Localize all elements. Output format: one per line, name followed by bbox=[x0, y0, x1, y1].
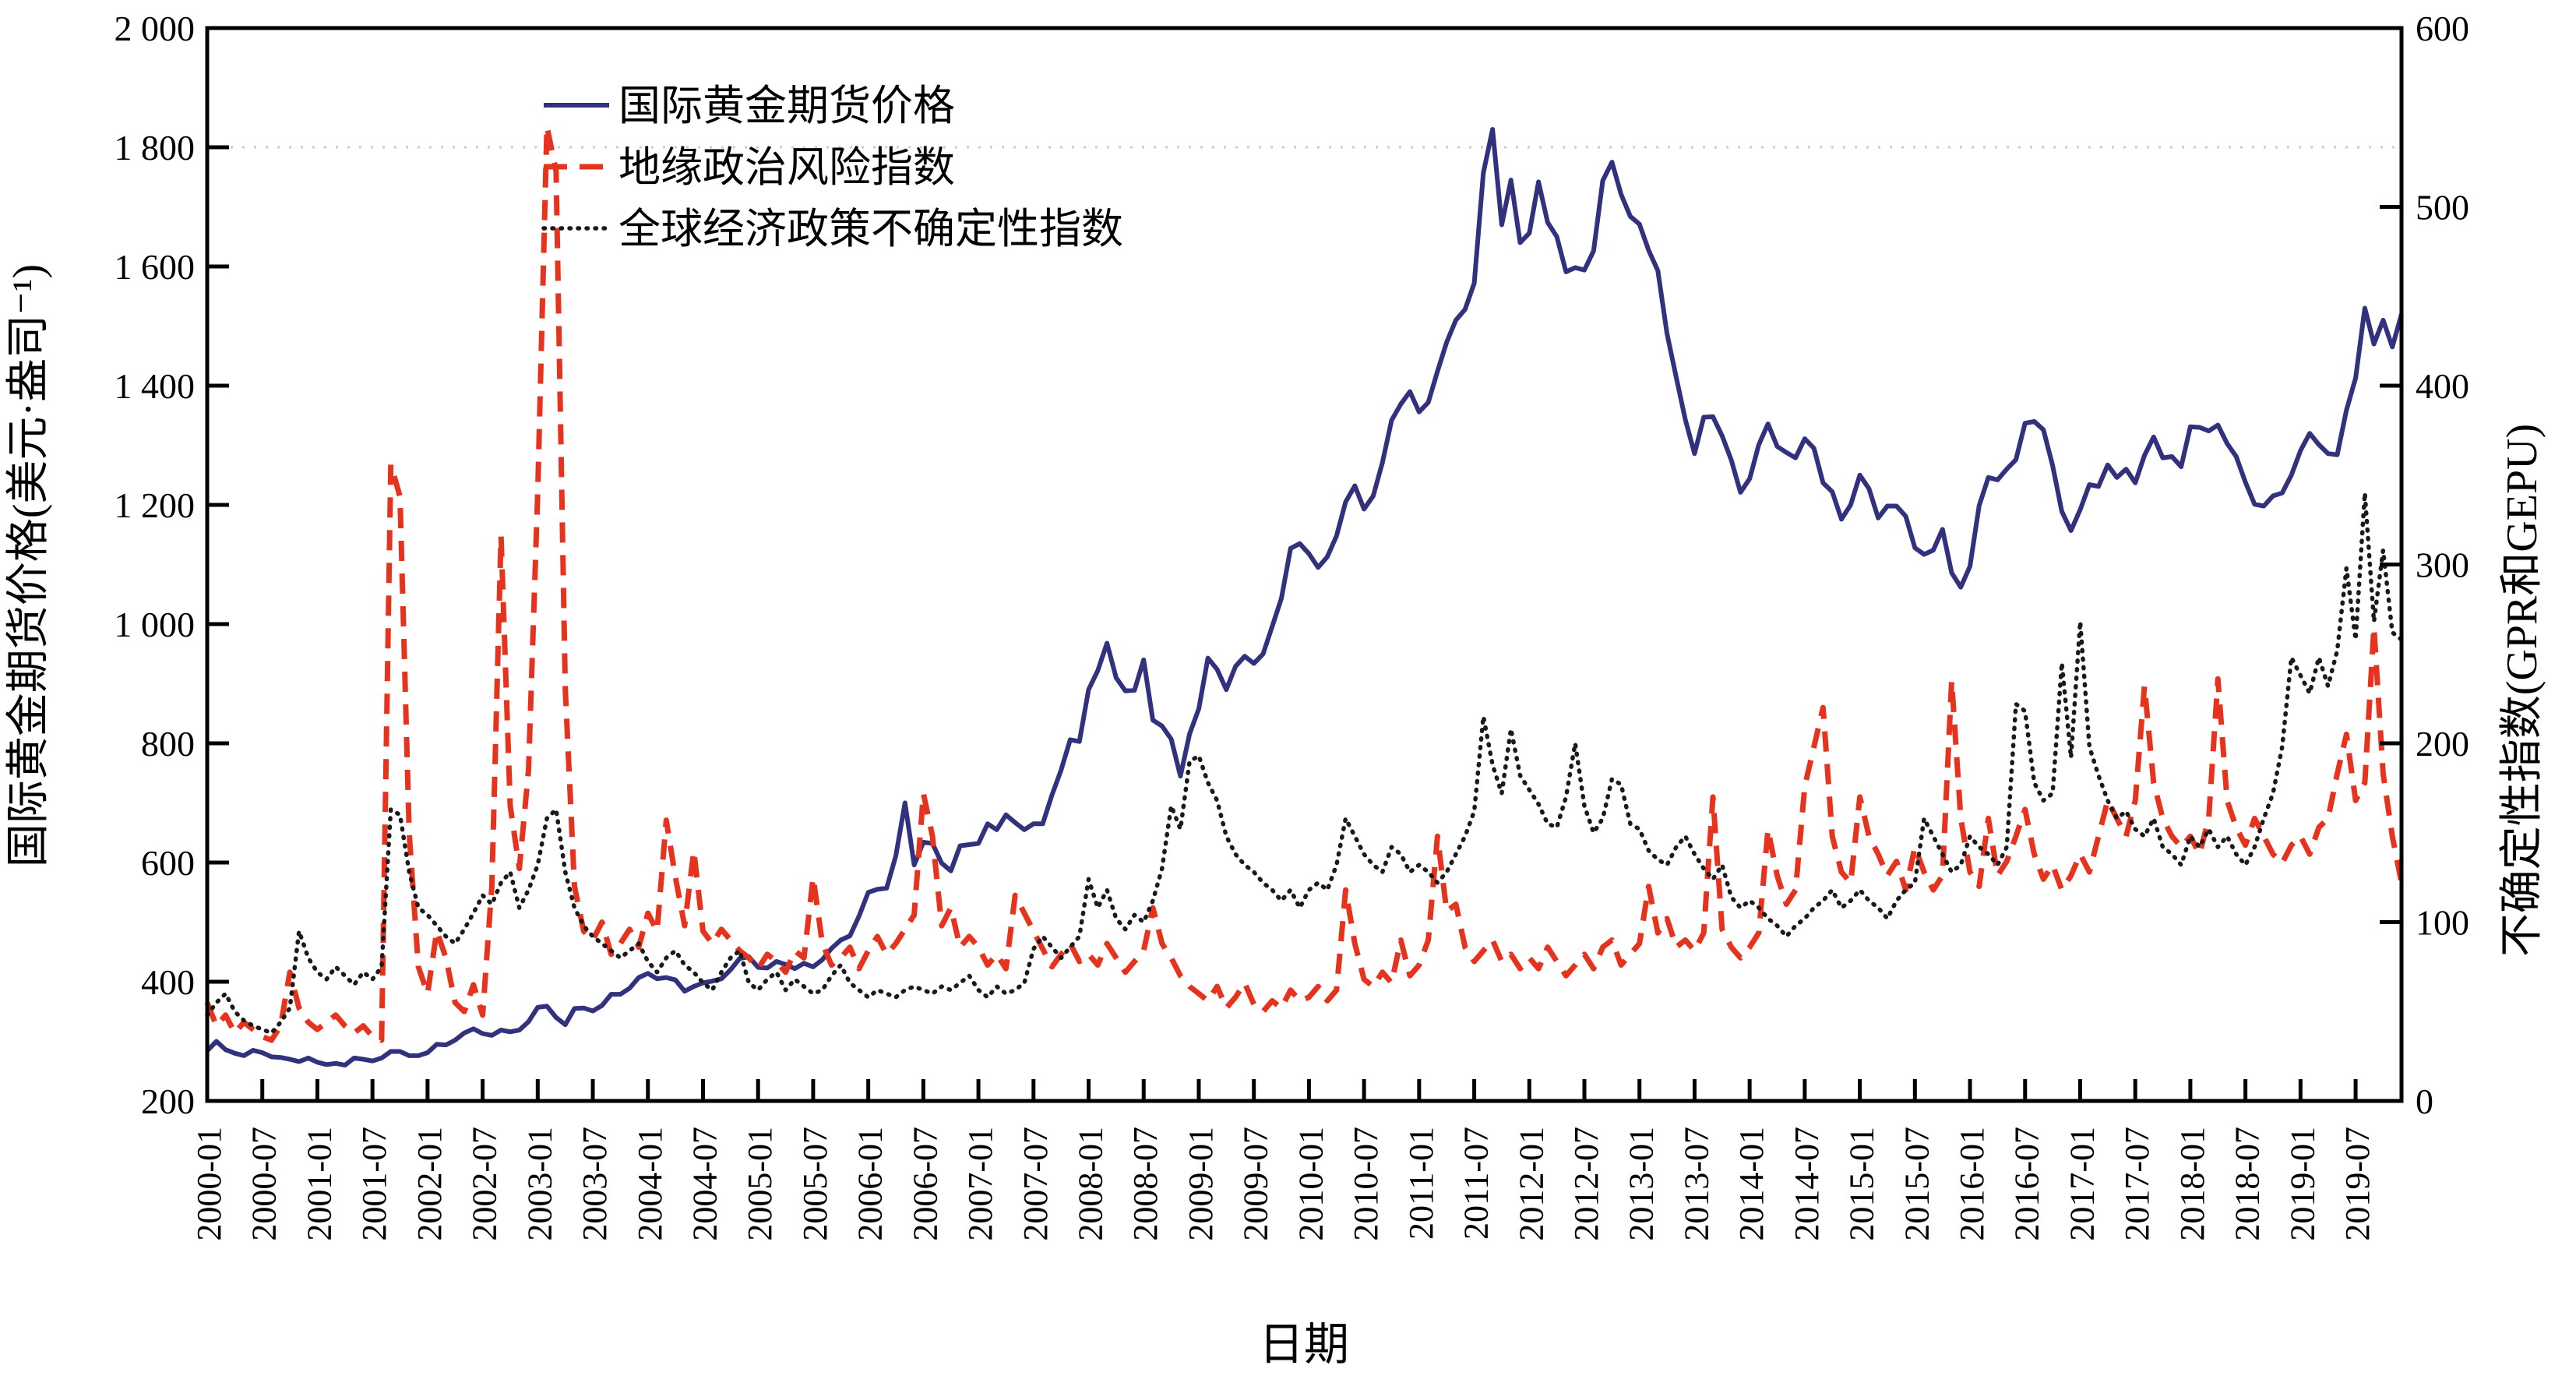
legend-item-2: 全球经济政策不确定性指数 bbox=[541, 206, 1123, 252]
right-tick-label: 0 bbox=[2416, 1081, 2433, 1121]
left-tick-label: 1 600 bbox=[115, 247, 196, 287]
x-tick-label: 2010-01 bbox=[1292, 1127, 1330, 1241]
y-axis-title-left: 国际黄金期货价格(美元·盎司⁻¹) bbox=[5, 264, 53, 867]
x-tick-label: 2000-07 bbox=[245, 1127, 284, 1241]
x-tick-label: 2017-01 bbox=[2063, 1127, 2101, 1241]
x-tick-label: 2001-01 bbox=[300, 1127, 338, 1241]
x-tick-label: 2012-01 bbox=[1512, 1127, 1550, 1241]
x-tick-label: 2006-07 bbox=[906, 1127, 944, 1241]
right-tick-label: 400 bbox=[2416, 366, 2469, 406]
left-tick-label: 200 bbox=[141, 1081, 195, 1121]
x-tick-label: 2003-07 bbox=[576, 1127, 614, 1241]
data-series bbox=[204, 123, 2405, 1068]
x-tick-label: 2002-07 bbox=[466, 1127, 504, 1241]
x-tick-label: 2009-07 bbox=[1237, 1127, 1275, 1241]
x-tick-label: 2014-07 bbox=[1788, 1127, 1826, 1241]
legend-item-0: 国际黄金期货价格 bbox=[544, 83, 955, 129]
series-line-2 bbox=[205, 490, 2404, 1035]
legend-label-2: 全球经济政策不确定性指数 bbox=[618, 206, 1123, 252]
x-tick-label: 2016-01 bbox=[1953, 1127, 1991, 1241]
legend-label-1: 地缘政治风险指数 bbox=[618, 144, 955, 191]
x-tick-label: 2007-07 bbox=[1017, 1127, 1055, 1241]
x-tick-label: 2019-01 bbox=[2283, 1127, 2321, 1241]
y-axis-title-right: 不确定性指数(GPR和GEPU) bbox=[2498, 424, 2546, 957]
x-tick-label: 2012-07 bbox=[1567, 1127, 1605, 1241]
x-tick-label: 2011-07 bbox=[1457, 1127, 1496, 1240]
x-tick-label: 2018-01 bbox=[2173, 1127, 2211, 1241]
x-tick-label: 2013-01 bbox=[1623, 1127, 1661, 1241]
left-tick-label: 600 bbox=[141, 843, 195, 883]
left-tick-label: 1 400 bbox=[115, 366, 196, 406]
x-tick-label: 2013-07 bbox=[1677, 1127, 1715, 1241]
axis-ticks bbox=[205, 26, 2402, 1103]
x-tick-label: 2002-01 bbox=[411, 1127, 449, 1241]
axis-tick-labels: 2 000 1 800 1 600 1 400 1 200 1 000 800 600 400 2… bbox=[115, 9, 2470, 1241]
x-tick-label: 2016-07 bbox=[2008, 1127, 2046, 1241]
x-tick-label: 2005-01 bbox=[741, 1127, 779, 1241]
x-tick-label: 2019-07 bbox=[2338, 1127, 2377, 1241]
x-tick-label: 2015-07 bbox=[1898, 1127, 1936, 1241]
x-tick-label: 2009-01 bbox=[1182, 1127, 1220, 1241]
left-tick-label: 800 bbox=[141, 724, 195, 764]
right-tick-label: 500 bbox=[2416, 188, 2469, 228]
right-tick-label: 100 bbox=[2416, 903, 2469, 943]
series-line-1 bbox=[204, 123, 2405, 1043]
x-tick-label: 2001-07 bbox=[355, 1127, 393, 1241]
left-tick-label: 2 000 bbox=[115, 9, 196, 48]
x-tick-label: 2015-01 bbox=[1843, 1127, 1881, 1241]
x-tick-label: 2010-07 bbox=[1347, 1127, 1385, 1241]
x-tick-label: 2008-07 bbox=[1126, 1127, 1165, 1241]
right-tick-label: 300 bbox=[2416, 545, 2469, 585]
x-tick-label: 2011-01 bbox=[1402, 1127, 1440, 1240]
left-tick-label: 1 200 bbox=[115, 485, 196, 525]
right-tick-label: 200 bbox=[2416, 724, 2469, 764]
left-tick-label: 400 bbox=[141, 962, 195, 1002]
legend-item-1: 地缘政治风险指数 bbox=[544, 144, 955, 191]
x-tick-label: 2017-07 bbox=[2118, 1127, 2156, 1241]
right-tick-label: 600 bbox=[2416, 9, 2469, 48]
legend-label-0: 国际黄金期货价格 bbox=[618, 83, 955, 129]
x-tick-label: 2007-01 bbox=[961, 1127, 999, 1241]
x-tick-label: 2006-01 bbox=[851, 1127, 890, 1241]
x-axis-title: 日期 bbox=[1259, 1319, 1349, 1370]
x-tick-label: 2004-07 bbox=[685, 1127, 724, 1241]
left-tick-label: 1 000 bbox=[115, 605, 196, 644]
x-tick-label: 2008-01 bbox=[1072, 1127, 1110, 1241]
x-tick-label: 2004-01 bbox=[631, 1127, 669, 1241]
series-line-0 bbox=[205, 127, 2404, 1068]
left-tick-label: 1 800 bbox=[115, 128, 196, 168]
x-tick-label: 2014-01 bbox=[1732, 1127, 1771, 1241]
x-tick-label: 2005-07 bbox=[796, 1127, 834, 1241]
x-tick-label: 2018-07 bbox=[2229, 1127, 2267, 1241]
x-tick-label: 2003-01 bbox=[520, 1127, 559, 1241]
x-tick-label: 2000-01 bbox=[190, 1127, 228, 1241]
